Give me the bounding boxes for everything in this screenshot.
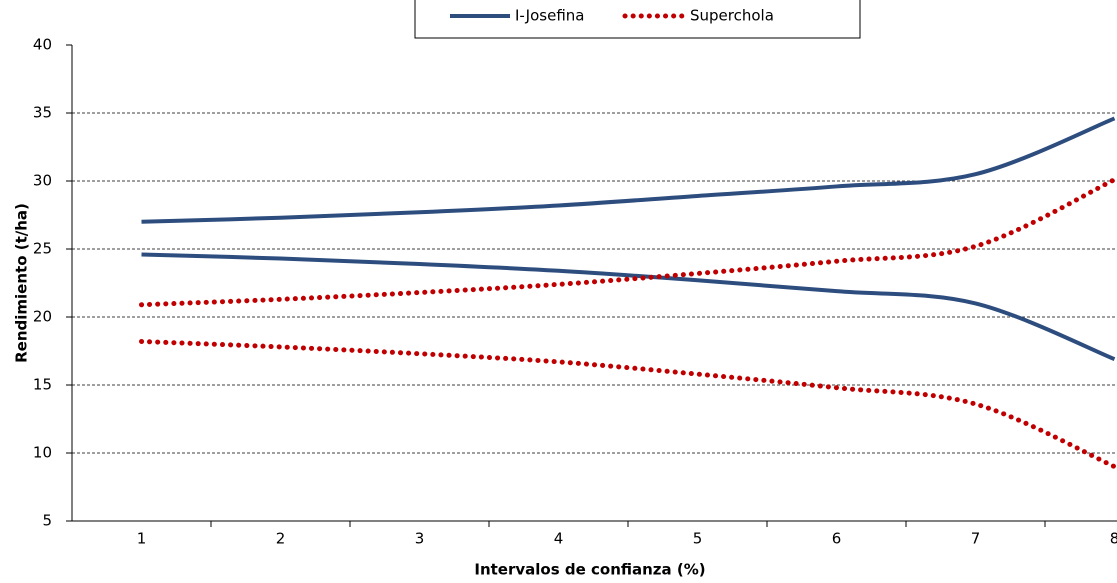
series-line [141,116,1116,224]
y-tick-label: 15 [33,376,52,394]
y-tick-label: 10 [33,444,52,462]
x-tick-label: 1 [137,530,147,548]
legend-label: I-Josefina [515,7,584,25]
x-tick-label: 6 [832,530,842,548]
y-tick-label: 20 [33,308,52,326]
y-tick-label: 5 [42,512,52,530]
x-tick-label: 4 [554,530,564,548]
series-line [139,177,1117,308]
y-tick-label: 25 [33,240,52,258]
x-tick-label: 5 [693,530,703,548]
x-tick-label: 8 [1110,530,1117,548]
x-axis-label: Intervalos de confianza (%) [474,561,705,579]
series-line [141,252,1116,362]
y-tick-label: 35 [33,104,52,122]
y-tick-label: 30 [33,172,52,190]
x-tick-label: 2 [276,530,286,548]
legend-label: Superchola [690,7,774,25]
x-tick-label: 7 [971,530,981,548]
y-tick-label: 40 [33,36,52,54]
legend-box [414,0,861,39]
y-axis-label: Rendimiento (t/ha) [13,203,31,363]
x-tick-label: 3 [415,530,425,548]
series-line [139,338,1117,470]
